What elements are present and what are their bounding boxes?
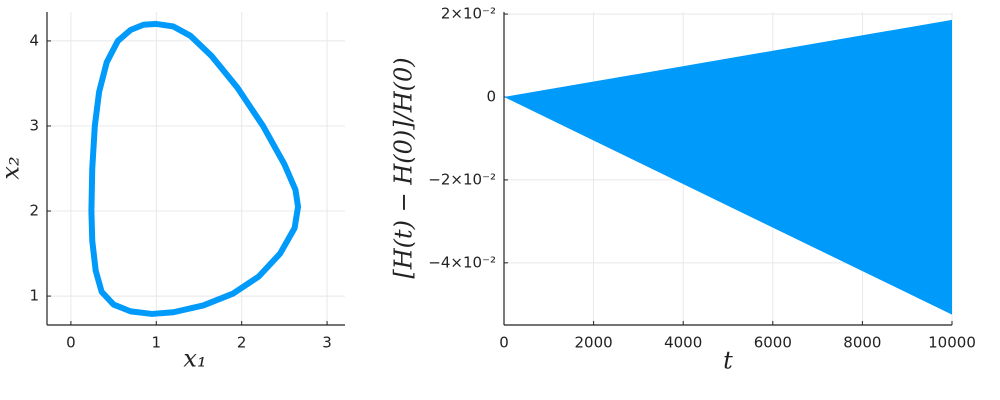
y-tick-label: 1	[29, 287, 39, 305]
y-tick-label: −2×10⁻²	[428, 170, 496, 188]
y-tick-label: 3	[29, 116, 39, 134]
x-tick-label: 1	[152, 334, 162, 352]
x-tick-label: 2	[237, 334, 247, 352]
x-tick-label: 4000	[664, 334, 702, 352]
y-axis-label: [H(t) − H(0)]/H(0)	[390, 57, 418, 278]
y-tick-label: 0	[486, 87, 496, 105]
error-band	[504, 19, 952, 315]
orbit-line	[88, 20, 302, 317]
x-tick-label: 0	[66, 334, 76, 352]
y-tick-label: 4	[29, 31, 39, 49]
x-axis-label: x₁	[183, 345, 206, 373]
y-tick-label: 2×10⁻²	[441, 5, 496, 23]
y-tick-label: 2	[29, 202, 39, 220]
y-axis-label: x₂	[0, 156, 25, 179]
x-axis-label: t	[723, 347, 733, 375]
x-tick-label: 6000	[754, 334, 792, 352]
x-tick-label: 3	[322, 334, 332, 352]
x-tick-label: 8000	[843, 334, 881, 352]
x-tick-label: 2000	[575, 334, 613, 352]
x-tick-label: 0	[499, 334, 509, 352]
x-tick-label: 10000	[928, 334, 976, 352]
y-tick-label: −4×10⁻²	[428, 253, 496, 271]
